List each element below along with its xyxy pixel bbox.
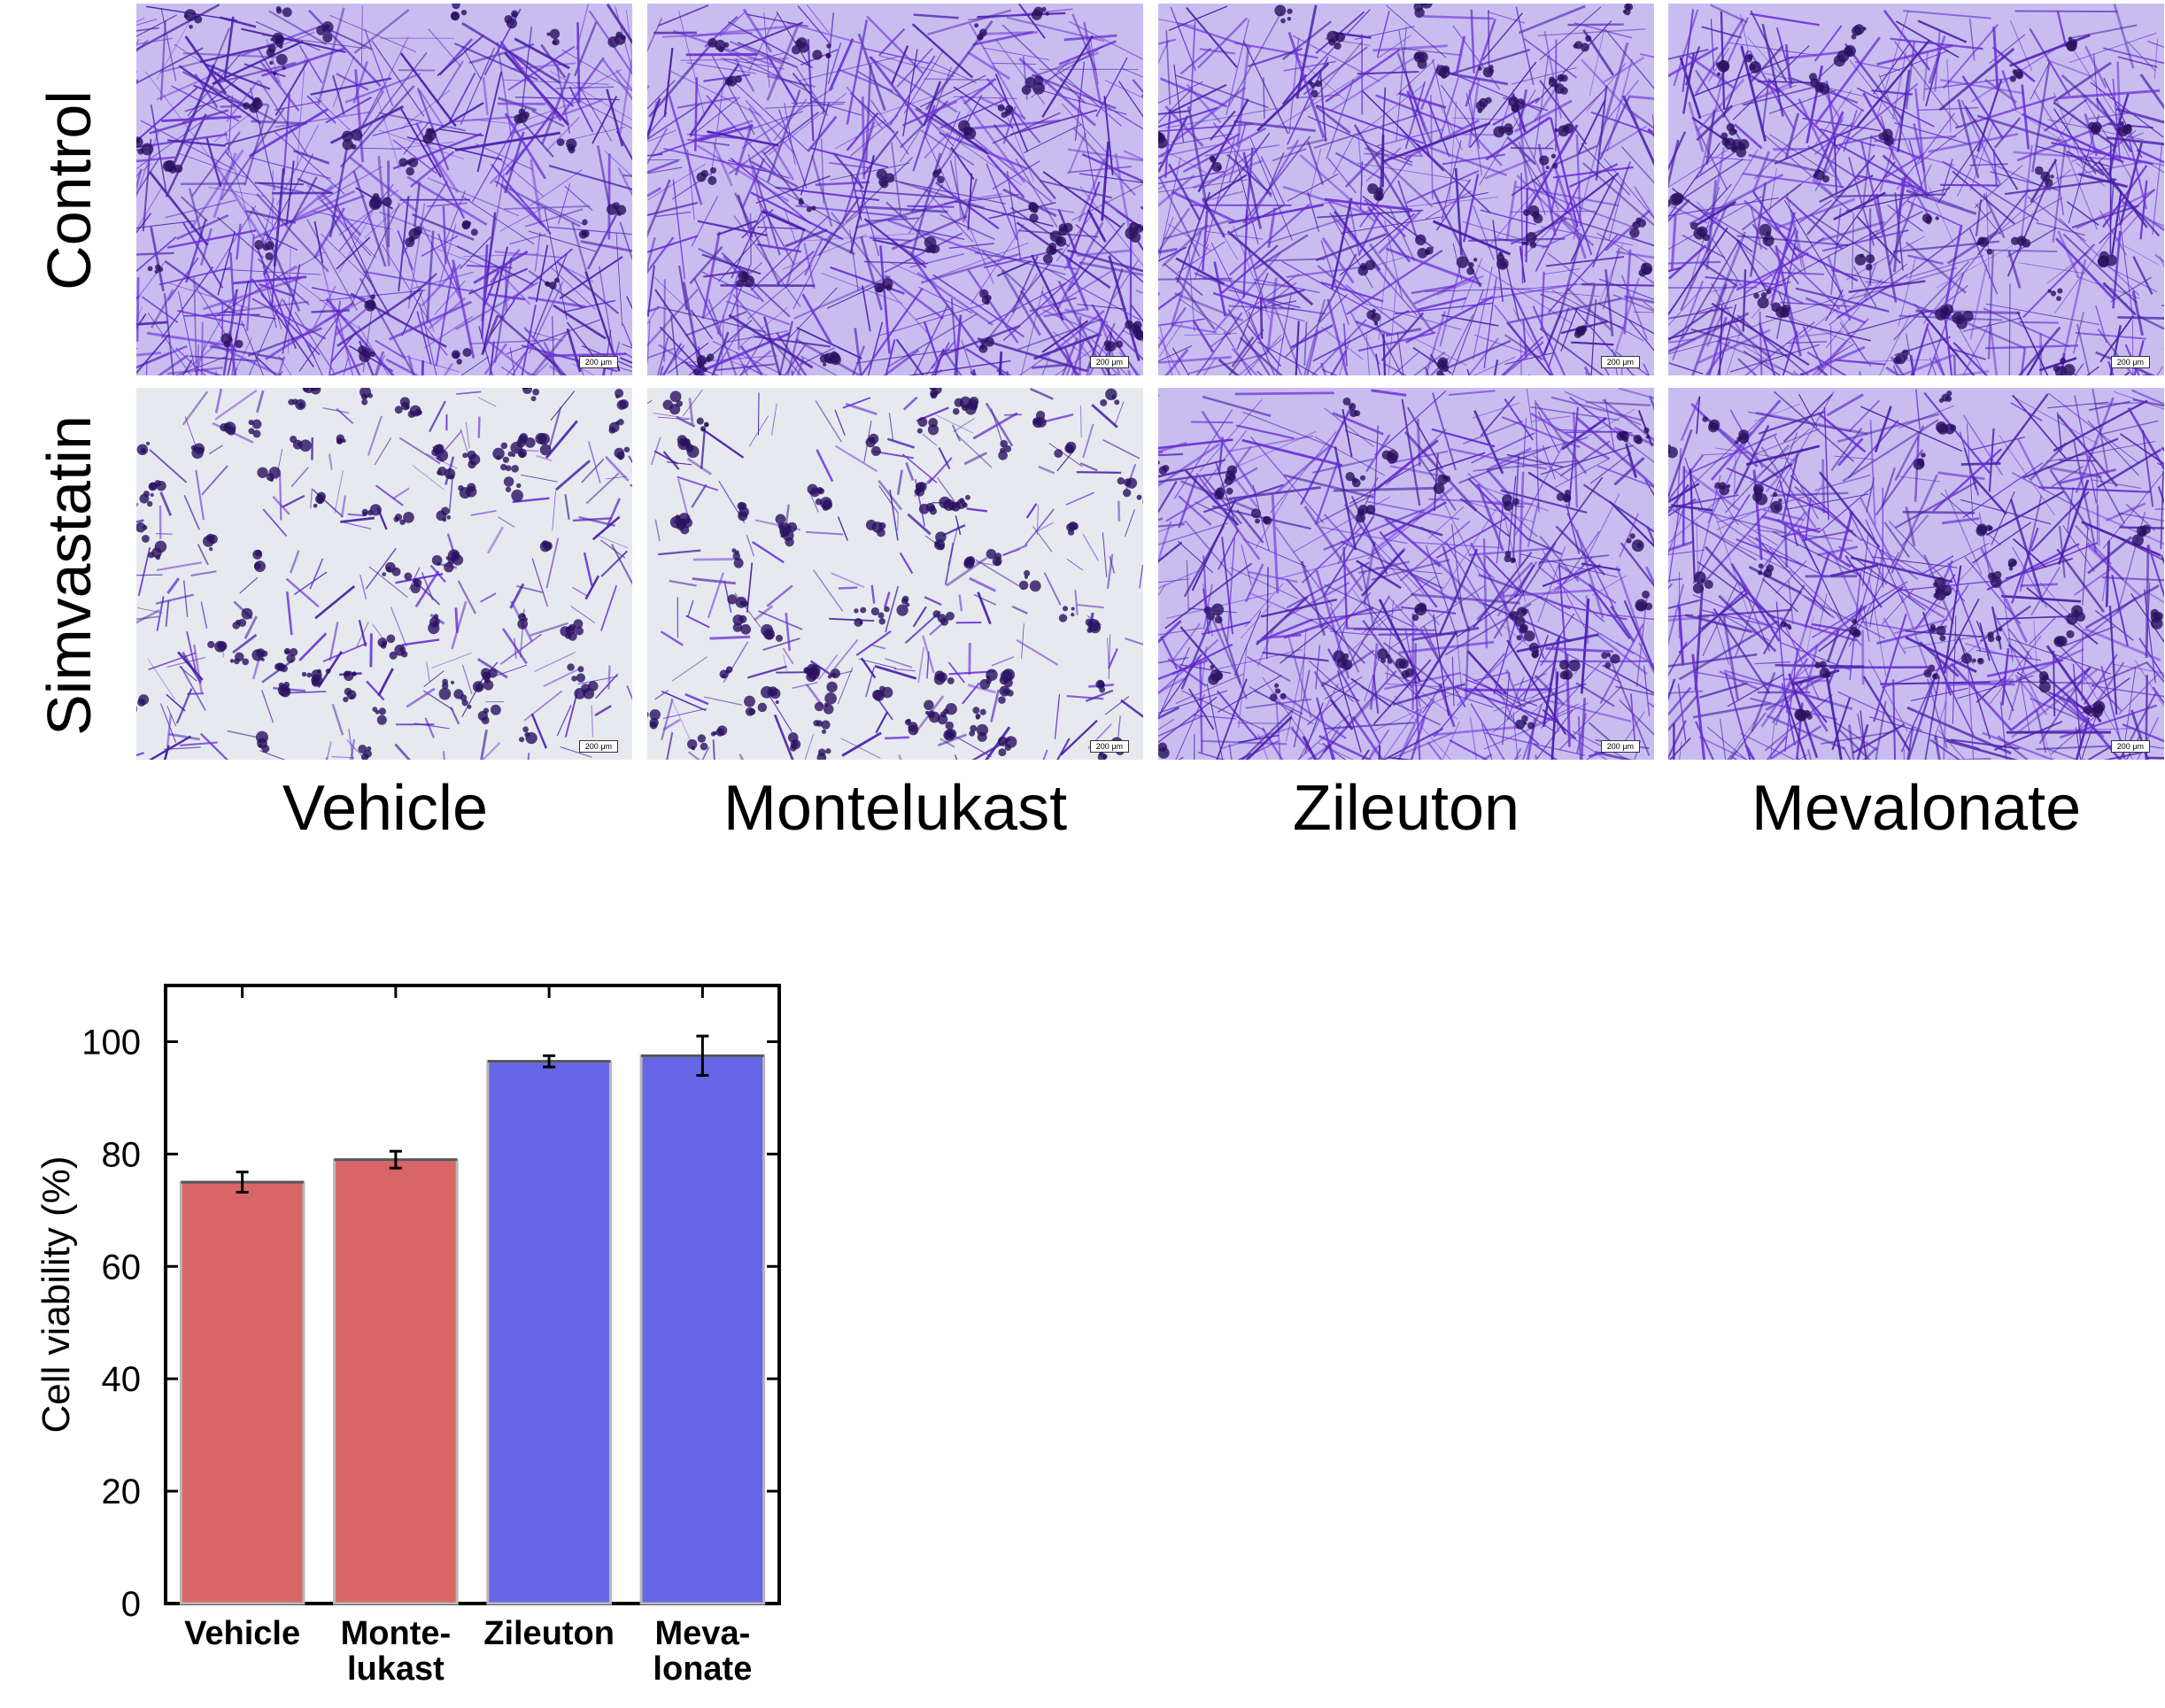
column-label-mevalonate: Mevalonate [1751, 773, 2082, 844]
micrograph-control-zileuton: 200 μm [1158, 4, 1654, 375]
column-label-montelukast: Montelukast [723, 773, 1068, 844]
column-label-zileuton: Zileuton [1292, 773, 1520, 844]
scale-bar: 200 μm [1089, 740, 1129, 753]
y-tick-label: 20 [102, 1472, 142, 1511]
row-label-control: Control [35, 90, 104, 290]
scale-bar: 200 μm [578, 356, 618, 368]
plot-frame [164, 984, 781, 1605]
x-tick-label: lukast [347, 1650, 445, 1688]
micrograph-simvastatin-mevalonate: 200 μm [1668, 388, 2164, 760]
micrograph-simvastatin-vehicle: 200 μm [136, 388, 632, 760]
x-tick-label: Monte- [341, 1615, 452, 1652]
scale-bar: 200 μm [2110, 740, 2150, 753]
cell-viability-chart: 0 20 40 60 80 100 Cell viability (%) Vehicle Mon… [35, 984, 781, 1688]
column-label-vehicle: Vehicle [282, 773, 489, 844]
bar [639, 1054, 766, 1605]
x-tick-label: Meva- [655, 1615, 751, 1652]
scale-bar: 200 μm [2110, 356, 2150, 368]
x-tick-label: lonate [653, 1650, 752, 1688]
micrograph-simvastatin-montelukast: 200 μm [647, 388, 1143, 760]
micrograph-control-mevalonate: 200 μm [1668, 4, 2164, 375]
row-label-simvastatin: Simvastatin [35, 415, 104, 736]
micrograph-simvastatin-zileuton: 200 μm [1158, 388, 1654, 760]
scale-bar: 200 μm [1600, 740, 1640, 753]
scale-bar: 200 μm [1089, 356, 1129, 368]
micrograph-control-montelukast: 200 μm [647, 4, 1143, 375]
y-tick-label: 60 [102, 1248, 142, 1287]
x-tick-label: Vehicle [184, 1615, 300, 1652]
bar [333, 1158, 459, 1605]
x-tick-label: Zileuton [483, 1615, 615, 1652]
y-tick-label: 40 [102, 1360, 142, 1399]
y-tick-label: 100 [81, 1023, 141, 1062]
y-tick-label: 80 [102, 1135, 142, 1174]
scale-bar: 200 μm [578, 740, 618, 753]
scale-bar: 200 μm [1600, 356, 1640, 368]
micrograph-control-vehicle: 200 μm [136, 4, 632, 375]
y-axis-label: Cell viability (%) [35, 1156, 78, 1434]
bar [179, 1180, 305, 1605]
bar [486, 1060, 612, 1605]
y-tick-label: 0 [121, 1585, 141, 1624]
